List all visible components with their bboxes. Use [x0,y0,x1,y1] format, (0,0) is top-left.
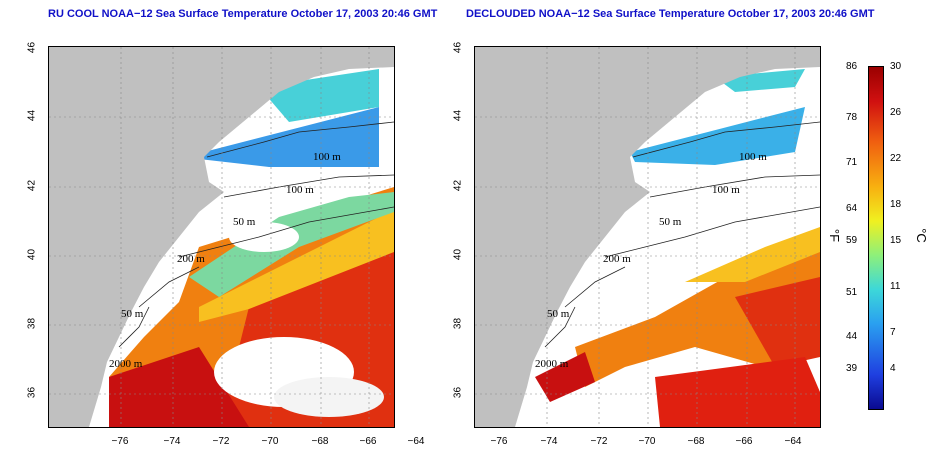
fahrenheit-unit-label: °F [827,228,843,243]
gulf-of-maine-cool-water [630,107,805,165]
hot-water-region [655,357,820,427]
contour-label: 100 m [739,151,767,163]
lon-tick: −72 [212,436,230,447]
mid-temp-band [685,227,820,282]
bathymetry-contour [632,121,820,158]
contour-label: 200 m [603,253,631,265]
land-mass [49,47,394,427]
cloud-patch [229,222,299,252]
colorbar-c-tick: 26 [890,107,902,118]
lat-tick: 40 [26,248,38,261]
lat-tick: 44 [452,109,464,122]
cloud-patch [274,377,384,417]
graticule [49,47,394,427]
contour-label: 50 m [659,216,682,228]
lat-tick: 42 [26,179,38,192]
lon-tick: −74 [163,436,181,447]
colorbar-f-tick: 51 [846,287,858,298]
colorbar-c-tick: 15 [890,235,902,246]
lon-tick: −76 [490,436,508,447]
contour-label: 50 m [547,308,570,320]
lat-tick: 38 [452,317,464,330]
colorbar-c-tick: 22 [890,153,902,164]
bathymetry-contour [178,206,394,258]
lon-tick: −66 [359,436,377,447]
contour-label: 200 m [177,253,205,265]
left-map-title: RU COOL NOAA−12 Sea Surface Temperature … [48,8,438,20]
lon-tick: −64 [407,436,425,447]
warm-water-region [575,247,820,387]
colorbar-f-tick: 39 [846,363,858,374]
lon-tick: −76 [111,436,129,447]
bathymetry-contour [544,306,576,348]
bathymetry-contour [118,306,150,348]
contour-label: 100 m [313,151,341,163]
land-mass [475,47,820,427]
lat-tick: 40 [452,248,464,261]
colorbar-c-tick: 4 [890,363,896,374]
lat-tick: 38 [26,317,38,330]
declouded-sst-map: 100 m 100 m 50 m 200 m 50 m 2000 m [475,47,820,427]
colorbar-f-tick: 64 [846,203,858,214]
bathymetry-contour [564,266,626,308]
colorbar-c-tick: 18 [890,199,902,210]
raw-sst-map: 100 m 100 m 50 m 200 m 50 m 2000 m [49,47,394,427]
lon-tick: −68 [687,436,705,447]
colorbar-f-tick: 78 [846,112,858,123]
bathymetry-contour [138,266,200,308]
colorbar-c-tick: 7 [890,327,896,338]
celsius-unit-label: °C [913,228,929,243]
lat-tick: 46 [452,41,464,54]
bathymetry-contour [604,206,820,258]
lon-tick: −74 [540,436,558,447]
lon-tick: −70 [261,436,279,447]
bathymetry-contour [223,174,394,198]
declouded-sst-map-panel: 100 m 100 m 50 m 200 m 50 m 2000 m [474,46,821,428]
hot-water-region [735,277,820,367]
contour-label: 2000 m [109,358,143,370]
colorbar-f-tick: 59 [846,235,858,246]
gulf-stream-core [535,352,595,402]
shelf-cool-water [259,69,379,122]
colorbar-c-tick: 30 [890,61,902,72]
colorbar-c-tick: 11 [890,281,901,292]
lon-tick: −68 [311,436,329,447]
lon-tick: −64 [784,436,802,447]
lon-tick: −72 [590,436,608,447]
bathymetry-contour [649,174,820,198]
right-map-title: DECLOUDED NOAA−12 Sea Surface Temperatur… [466,8,875,20]
graticule [475,47,820,427]
raw-sst-map-panel: 100 m 100 m 50 m 200 m 50 m 2000 m [48,46,395,428]
contour-label: 100 m [286,184,314,196]
lon-tick: −70 [638,436,656,447]
mid-temp-band [199,197,394,322]
lat-tick: 46 [26,41,38,54]
lon-tick: −66 [735,436,753,447]
contour-label: 50 m [233,216,256,228]
gulf-stream-core [109,347,249,427]
lat-tick: 36 [452,386,464,399]
shelf-cool-water [715,69,805,92]
contour-label: 50 m [121,308,144,320]
colorbar-f-tick: 71 [846,157,858,168]
lat-tick: 44 [26,109,38,122]
colorbar-f-tick: 86 [846,61,858,72]
bathymetry-contour [206,121,394,158]
contour-label: 100 m [712,184,740,196]
gulf-of-maine-cool-water [199,107,379,167]
temperature-colorbar [868,66,884,410]
colorbar-f-tick: 44 [846,331,858,342]
contour-label: 2000 m [535,358,569,370]
lat-tick: 36 [26,386,38,399]
lat-tick: 42 [452,179,464,192]
